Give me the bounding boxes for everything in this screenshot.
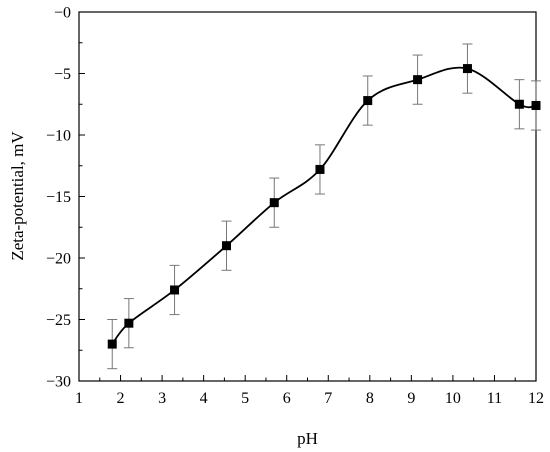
- x-tick-label: 12: [528, 390, 544, 407]
- y-axis-ticks: −30 −25 −20 −15 −10 −5 −0: [46, 5, 85, 391]
- x-tick-label: 10: [445, 390, 461, 407]
- data-point-marker: [315, 164, 325, 174]
- data-point-marker: [124, 318, 134, 328]
- data-points: [107, 64, 541, 349]
- x-tick-label: 3: [158, 390, 166, 407]
- error-bars: [107, 43, 541, 370]
- x-tick-label: 2: [117, 390, 125, 407]
- x-tick-label: 1: [75, 390, 83, 407]
- data-point-marker: [269, 198, 279, 208]
- data-point-marker: [221, 241, 231, 251]
- data-point-marker: [107, 339, 117, 349]
- data-point-marker: [170, 285, 180, 295]
- x-tick-label: 11: [487, 390, 502, 407]
- x-tick-label: 4: [200, 390, 208, 407]
- y-axis-title: Zeta-potential, mV: [8, 131, 27, 261]
- data-point-marker: [531, 100, 541, 110]
- data-point-marker: [514, 99, 524, 109]
- data-point-marker: [413, 75, 423, 85]
- x-tick-label: 6: [283, 390, 291, 407]
- y-tick-label: −30: [46, 374, 71, 391]
- data-point-marker: [462, 64, 472, 74]
- y-tick-label: −20: [46, 251, 71, 268]
- series-line: [111, 66, 537, 345]
- x-tick-label: 8: [366, 390, 374, 407]
- y-tick-label: −15: [46, 189, 71, 206]
- x-tick-label: 9: [407, 390, 415, 407]
- data-point-marker: [363, 96, 373, 106]
- x-tick-label: 7: [324, 390, 332, 407]
- y-tick-label: −25: [46, 312, 71, 329]
- x-tick-label: 5: [241, 390, 249, 407]
- x-axis-ticks: 1 2 3 4 5 6 7 8 9 10 11 12: [75, 375, 544, 407]
- x-axis-title: pH: [297, 429, 318, 448]
- y-tick-label: −0: [54, 5, 71, 22]
- y-tick-label: −5: [54, 66, 71, 83]
- y-tick-label: −10: [46, 128, 71, 145]
